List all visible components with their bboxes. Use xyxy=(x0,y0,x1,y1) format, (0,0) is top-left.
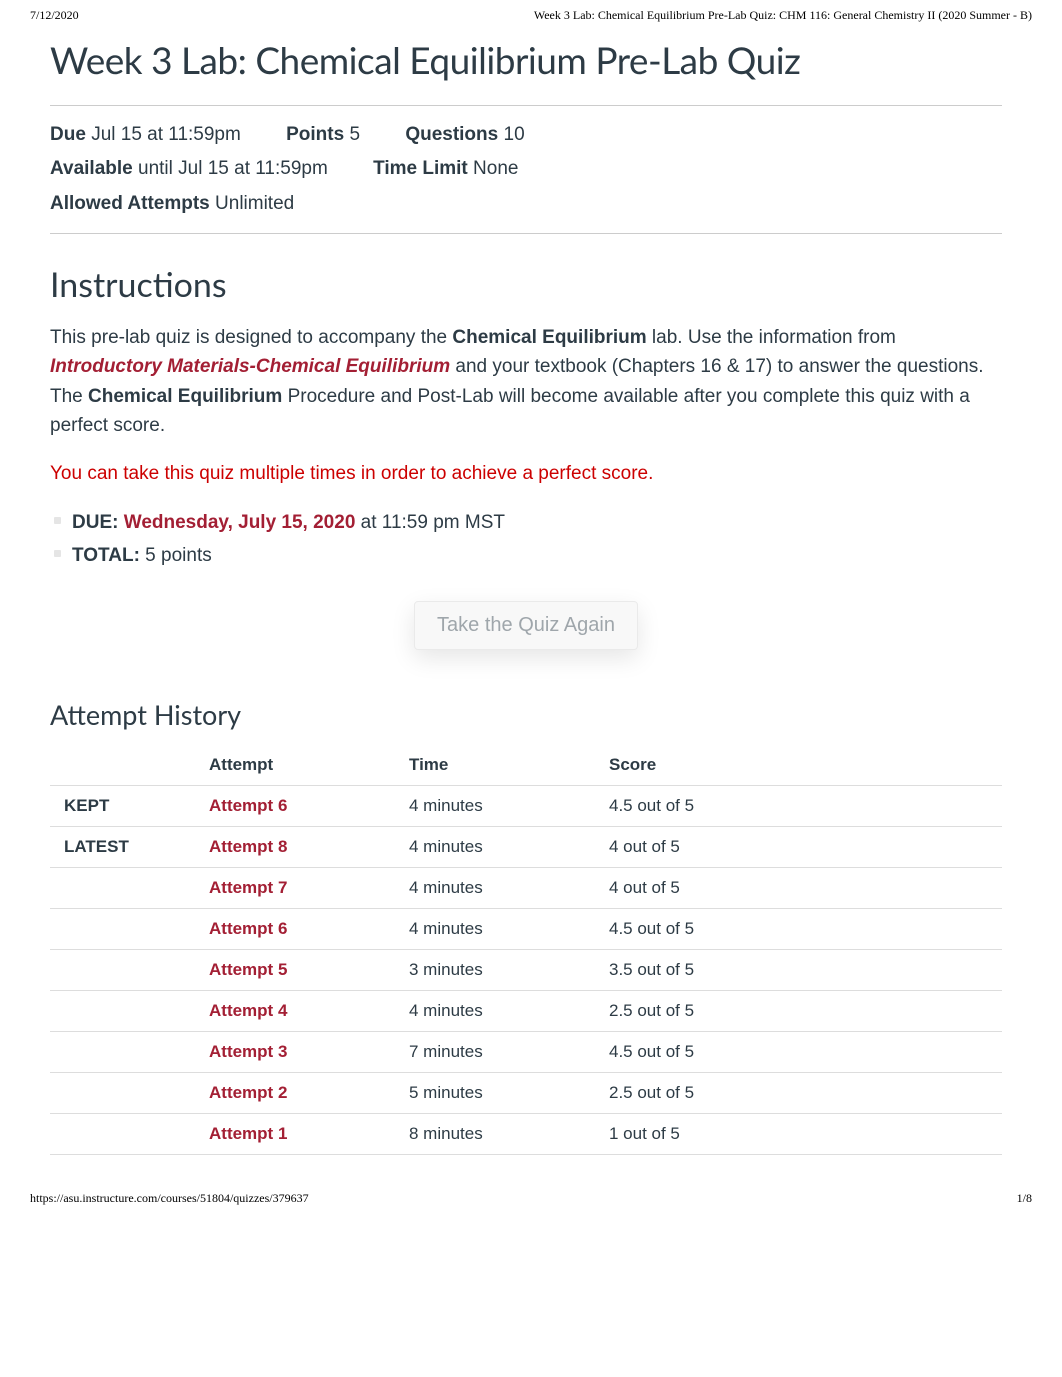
questions-value: 10 xyxy=(504,124,525,145)
table-row: Attempt 64 minutes4.5 out of 5 xyxy=(50,908,1002,949)
attempt-status xyxy=(50,1113,195,1154)
attempt-link[interactable]: Attempt 1 xyxy=(195,1113,395,1154)
attempt-time: 4 minutes xyxy=(395,908,595,949)
due-bullet: DUE: Wednesday, July 15, 2020 at 11:59 p… xyxy=(50,506,1002,539)
attempt-status xyxy=(50,908,195,949)
table-row: Attempt 25 minutes2.5 out of 5 xyxy=(50,1072,1002,1113)
attempt-status: KEPT xyxy=(50,785,195,826)
time-limit-label: Time Limit xyxy=(373,158,468,179)
intro-materials-link[interactable]: Introductory Materials-Chemical Equilibr… xyxy=(50,356,450,377)
attempt-time: 4 minutes xyxy=(395,785,595,826)
attempt-link[interactable]: Attempt 8 xyxy=(195,826,395,867)
instructions-p2: You can take this quiz multiple times in… xyxy=(50,459,1002,488)
due-value: Jul 15 at 11:59pm xyxy=(91,124,241,145)
table-row: KEPTAttempt 64 minutes4.5 out of 5 xyxy=(50,785,1002,826)
attempt-time: 7 minutes xyxy=(395,1031,595,1072)
questions-label: Questions xyxy=(405,124,498,145)
print-date: 7/12/2020 xyxy=(30,8,79,23)
table-row: Attempt 18 minutes1 out of 5 xyxy=(50,1113,1002,1154)
table-row: Attempt 37 minutes4.5 out of 5 xyxy=(50,1031,1002,1072)
attempt-score: 4 out of 5 xyxy=(595,826,1002,867)
attempt-score: 1 out of 5 xyxy=(595,1113,1002,1154)
due-label: Due xyxy=(50,124,86,145)
attempt-score: 4.5 out of 5 xyxy=(595,785,1002,826)
attempt-status xyxy=(50,990,195,1031)
available-value: until Jul 15 at 11:59pm xyxy=(138,158,328,179)
attempt-time: 4 minutes xyxy=(395,867,595,908)
attempt-link[interactable]: Attempt 7 xyxy=(195,867,395,908)
print-header: 7/12/2020 Week 3 Lab: Chemical Equilibri… xyxy=(0,0,1062,27)
attempt-link[interactable]: Attempt 6 xyxy=(195,908,395,949)
quiz-meta: Due Jul 15 at 11:59pm Points 5 Questions… xyxy=(50,105,1002,234)
attempt-status xyxy=(50,1031,195,1072)
attempt-score: 4.5 out of 5 xyxy=(595,908,1002,949)
allowed-attempts-value: Unlimited xyxy=(215,193,294,214)
col-status xyxy=(50,745,195,786)
attempt-score: 3.5 out of 5 xyxy=(595,949,1002,990)
attempt-time: 8 minutes xyxy=(395,1113,595,1154)
attempt-link[interactable]: Attempt 2 xyxy=(195,1072,395,1113)
attempt-time: 5 minutes xyxy=(395,1072,595,1113)
allowed-attempts-label: Allowed Attempts xyxy=(50,193,210,214)
col-time: Time xyxy=(395,745,595,786)
attempt-score: 2.5 out of 5 xyxy=(595,1072,1002,1113)
attempt-link[interactable]: Attempt 5 xyxy=(195,949,395,990)
table-row: Attempt 44 minutes2.5 out of 5 xyxy=(50,990,1002,1031)
instructions-body: This pre-lab quiz is designed to accompa… xyxy=(50,323,1002,573)
attempt-time: 4 minutes xyxy=(395,990,595,1031)
points-label: Points xyxy=(286,124,344,145)
print-footer: https://asu.instructure.com/courses/5180… xyxy=(0,1155,1062,1216)
attempt-status xyxy=(50,867,195,908)
attempt-link[interactable]: Attempt 4 xyxy=(195,990,395,1031)
take-quiz-button[interactable]: Take the Quiz Again xyxy=(414,601,638,650)
total-bullet: TOTAL: 5 points xyxy=(50,539,1002,572)
print-url: https://asu.instructure.com/courses/5180… xyxy=(30,1191,309,1206)
points-value: 5 xyxy=(349,124,360,145)
attempt-score: 2.5 out of 5 xyxy=(595,990,1002,1031)
time-limit-value: None xyxy=(473,158,518,179)
attempt-time: 4 minutes xyxy=(395,826,595,867)
table-row: Attempt 53 minutes3.5 out of 5 xyxy=(50,949,1002,990)
attempt-link[interactable]: Attempt 3 xyxy=(195,1031,395,1072)
table-row: LATESTAttempt 84 minutes4 out of 5 xyxy=(50,826,1002,867)
attempt-status xyxy=(50,949,195,990)
col-score: Score xyxy=(595,745,1002,786)
attempt-time: 3 minutes xyxy=(395,949,595,990)
attempt-status xyxy=(50,1072,195,1113)
print-breadcrumb: Week 3 Lab: Chemical Equilibrium Pre-Lab… xyxy=(534,8,1032,23)
table-row: Attempt 74 minutes4 out of 5 xyxy=(50,867,1002,908)
attempt-link[interactable]: Attempt 6 xyxy=(195,785,395,826)
attempt-history-heading: Attempt History xyxy=(50,698,1002,731)
col-attempt: Attempt xyxy=(195,745,395,786)
attempt-score: 4.5 out of 5 xyxy=(595,1031,1002,1072)
print-pagenum: 1/8 xyxy=(1017,1191,1032,1206)
attempt-score: 4 out of 5 xyxy=(595,867,1002,908)
attempt-status: LATEST xyxy=(50,826,195,867)
instructions-heading: Instructions xyxy=(50,264,1002,305)
page-title: Week 3 Lab: Chemical Equilibrium Pre-Lab… xyxy=(50,37,1002,83)
available-label: Available xyxy=(50,158,133,179)
attempt-history-table: Attempt Time Score KEPTAttempt 64 minute… xyxy=(50,745,1002,1155)
instructions-p1: This pre-lab quiz is designed to accompa… xyxy=(50,323,1002,441)
